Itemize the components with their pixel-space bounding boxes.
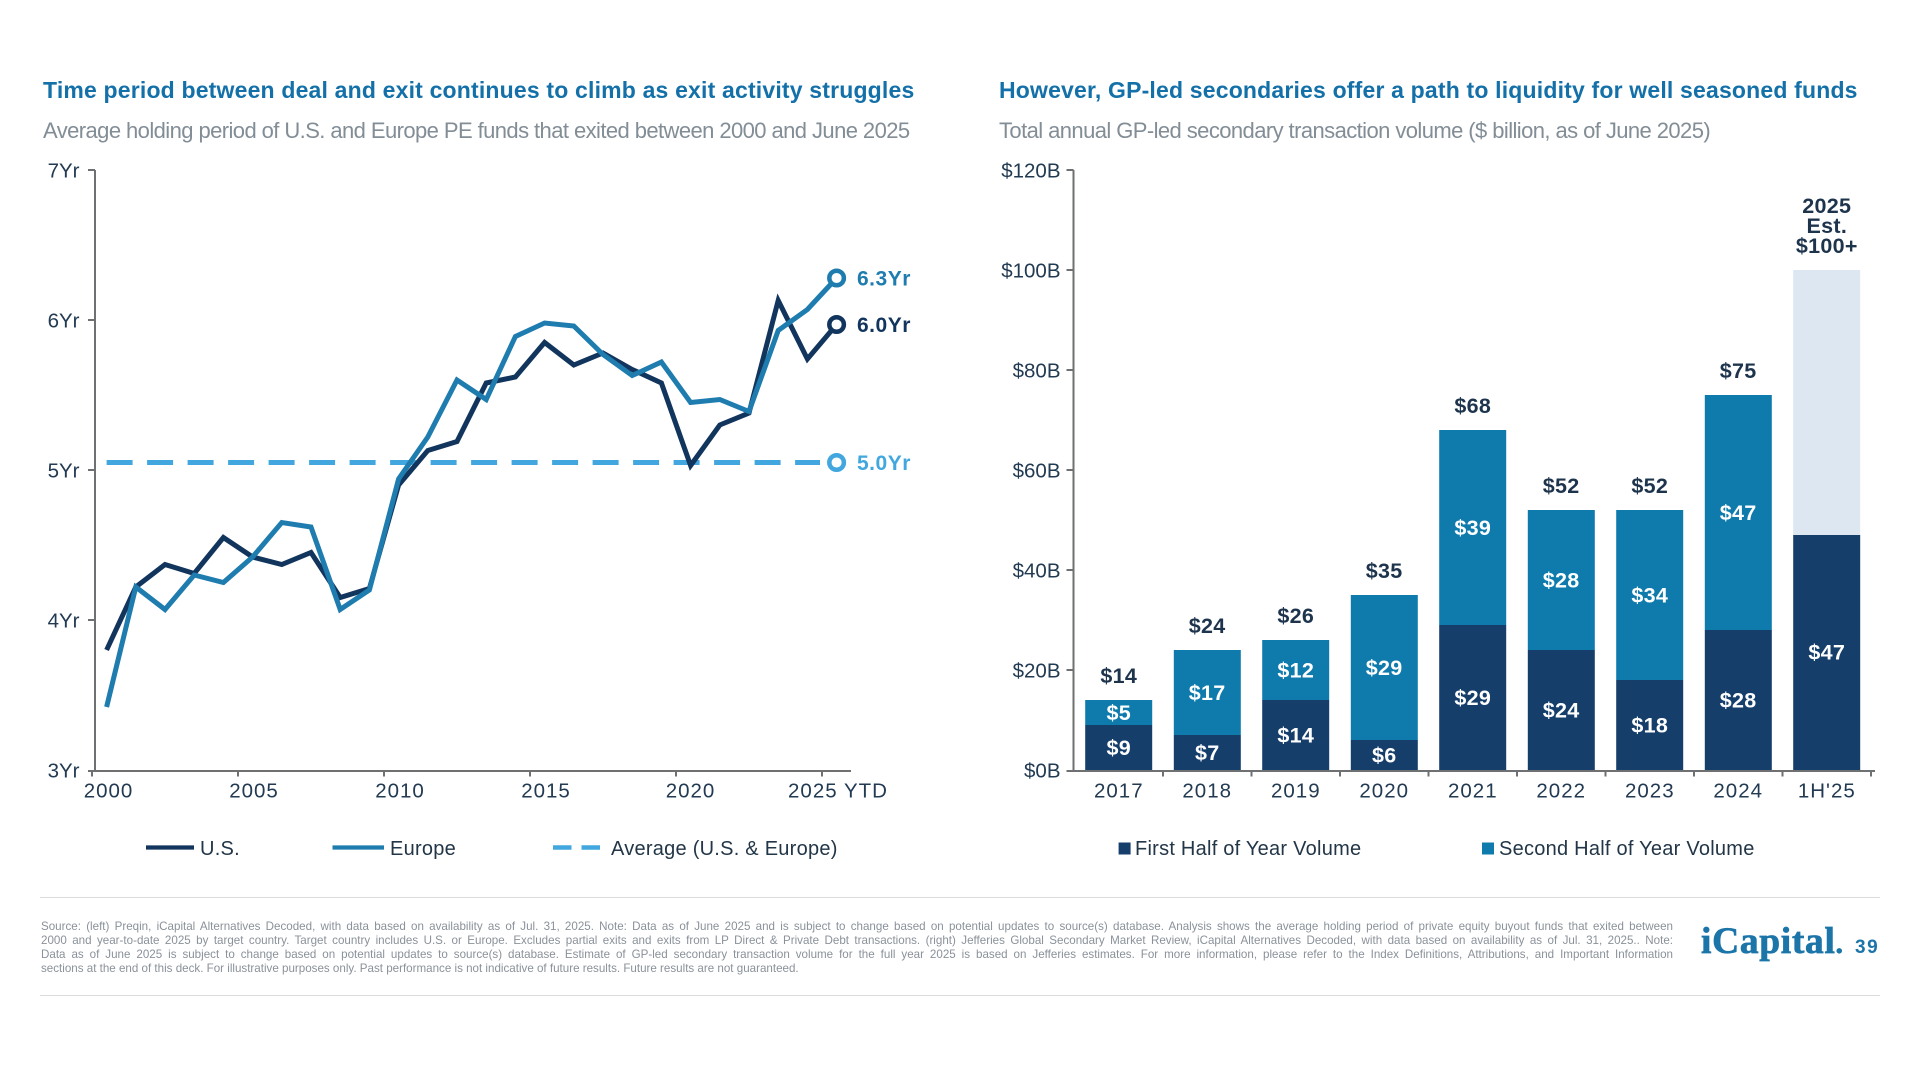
svg-text:$0B: $0B [1024,759,1060,782]
svg-text:$6: $6 [1372,743,1397,767]
svg-text:$52: $52 [1631,474,1668,498]
svg-text:2019: 2019 [1271,780,1321,803]
svg-text:$24: $24 [1189,614,1226,638]
svg-text:$80B: $80B [1013,359,1061,382]
svg-text:2020: 2020 [1359,780,1409,803]
svg-text:6Yr: 6Yr [48,309,80,332]
svg-text:Est.: Est. [1806,214,1847,238]
svg-text:First Half of Year Volume: First Half of Year Volume [1135,838,1361,860]
svg-text:Average (U.S. & Europe): Average (U.S. & Europe) [611,838,838,860]
svg-text:2010: 2010 [375,780,425,803]
svg-text:$29: $29 [1454,686,1491,710]
svg-text:$28: $28 [1543,568,1580,592]
svg-text:2025: 2025 [1802,194,1851,218]
svg-text:$17: $17 [1189,681,1226,705]
svg-text:$29: $29 [1366,656,1403,680]
svg-text:$14: $14 [1277,723,1314,747]
svg-text:2015: 2015 [521,780,571,803]
svg-text:$100+: $100+ [1796,234,1858,258]
svg-text:$52: $52 [1543,474,1580,498]
svg-text:2024: 2024 [1713,780,1763,803]
svg-text:$60B: $60B [1013,459,1061,482]
svg-text:6.3Yr: 6.3Yr [857,267,911,290]
svg-text:$34: $34 [1631,583,1668,607]
svg-text:$24: $24 [1543,698,1580,722]
svg-text:2025 YTD: 2025 YTD [788,780,888,803]
svg-text:2021: 2021 [1448,780,1498,803]
svg-text:2022: 2022 [1536,780,1586,803]
svg-text:$47: $47 [1808,641,1845,665]
svg-text:$7: $7 [1195,741,1220,765]
svg-text:2018: 2018 [1182,780,1232,803]
svg-text:$12: $12 [1277,658,1314,682]
svg-text:5.0Yr: 5.0Yr [857,452,911,475]
svg-text:$18: $18 [1631,713,1668,737]
svg-text:2023: 2023 [1625,780,1675,803]
svg-text:$120B: $120B [1001,159,1060,182]
svg-text:$100B: $100B [1001,259,1060,282]
svg-text:3Yr: 3Yr [48,759,80,782]
svg-text:5Yr: 5Yr [48,459,80,482]
svg-text:$28: $28 [1720,688,1757,712]
svg-text:$68: $68 [1454,394,1491,418]
svg-text:$5: $5 [1107,701,1132,725]
svg-text:Europe: Europe [390,838,456,860]
svg-text:$47: $47 [1720,501,1757,525]
svg-text:2000: 2000 [84,780,134,803]
svg-text:$9: $9 [1107,736,1132,760]
svg-text:2005: 2005 [229,780,279,803]
svg-text:U.S.: U.S. [200,838,240,860]
svg-text:$39: $39 [1454,516,1491,540]
svg-text:$40B: $40B [1013,559,1061,582]
svg-text:2017: 2017 [1094,780,1144,803]
svg-text:6.0Yr: 6.0Yr [857,314,911,337]
svg-text:$14: $14 [1100,664,1137,688]
svg-text:7Yr: 7Yr [48,159,80,182]
svg-text:Second Half of Year Volume: Second Half of Year Volume [1499,838,1755,860]
svg-text:$20B: $20B [1013,659,1061,682]
svg-text:$26: $26 [1277,604,1314,628]
svg-text:4Yr: 4Yr [48,609,80,632]
svg-text:1H'25: 1H'25 [1798,780,1856,803]
svg-text:$35: $35 [1366,559,1403,583]
svg-text:$75: $75 [1720,359,1757,383]
svg-text:2020: 2020 [666,780,716,803]
